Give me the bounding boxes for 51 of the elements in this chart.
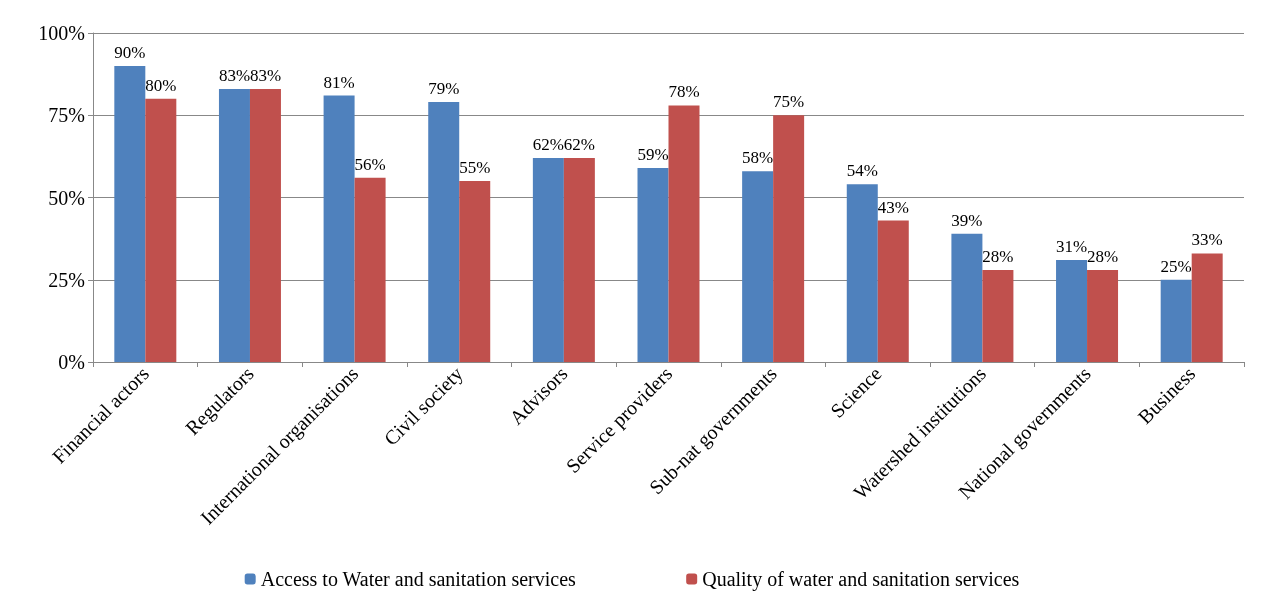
bar [846, 184, 878, 362]
bar [877, 220, 909, 362]
data-label: 62% [532, 135, 564, 155]
bar [1087, 269, 1119, 362]
data-label: 83% [218, 65, 251, 85]
y-tick-label: 50% [48, 186, 85, 209]
data-label: 25% [1160, 256, 1192, 276]
data-label: 62% [563, 135, 595, 155]
bar [951, 233, 983, 362]
legend-label: Access to Water and sanitation services [260, 568, 577, 590]
bar [773, 115, 805, 362]
bar [1056, 260, 1088, 362]
data-label: 78% [668, 82, 700, 102]
y-tick-label: 0% [58, 351, 85, 373]
bar [532, 158, 564, 362]
bar [742, 171, 774, 362]
data-label: 59% [637, 144, 669, 164]
data-label: 31% [1055, 237, 1088, 257]
bar [114, 65, 146, 362]
data-label: 81% [323, 72, 355, 92]
data-label: 83% [249, 65, 282, 85]
data-label: 90% [114, 42, 146, 62]
data-label: 43% [877, 197, 909, 217]
y-tick-label: 100% [38, 22, 85, 44]
data-label: 55% [459, 158, 491, 178]
data-label: 56% [354, 154, 386, 174]
bar [323, 95, 355, 362]
bar [459, 181, 491, 362]
bar [145, 98, 177, 362]
bar [218, 88, 250, 362]
bar [668, 105, 700, 362]
data-label: 58% [742, 148, 774, 168]
bar [428, 102, 460, 362]
data-label: 28% [982, 246, 1014, 266]
bar [982, 269, 1014, 362]
data-label: 33% [1191, 230, 1223, 250]
bar [637, 167, 669, 362]
data-label: 80% [145, 75, 177, 95]
y-tick-label: 75% [48, 104, 85, 127]
data-label: 28% [1086, 246, 1119, 266]
bar [354, 177, 386, 362]
y-tick-label: 25% [48, 268, 85, 291]
bar [1160, 279, 1192, 362]
data-label: 79% [428, 79, 460, 99]
data-label: 39% [951, 210, 983, 230]
bar [249, 88, 281, 362]
data-label: 75% [773, 92, 805, 112]
bar [563, 158, 595, 362]
data-label: 54% [846, 161, 878, 181]
bar [1191, 253, 1223, 362]
legend-label: Quality of water and sanitation services [702, 568, 1020, 591]
